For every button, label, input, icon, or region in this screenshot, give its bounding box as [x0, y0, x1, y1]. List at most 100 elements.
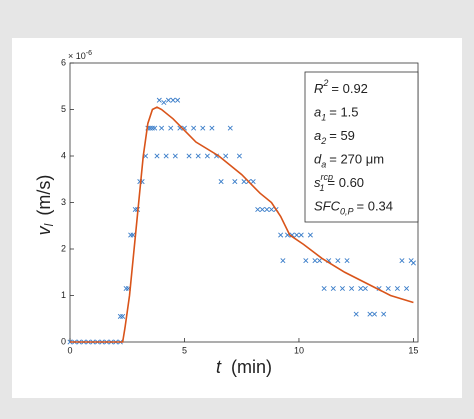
fit-line [70, 106, 414, 343]
data-point [353, 311, 359, 317]
y-tick-label: 5 [61, 104, 66, 114]
data-point [317, 258, 323, 264]
y-tick-label: 4 [61, 150, 66, 160]
annotation-text: = 59 [329, 128, 355, 143]
annotation: srcp 1 = 0.60 [314, 172, 364, 193]
data-point [223, 153, 229, 159]
data-point [367, 311, 373, 317]
data-point [149, 125, 155, 131]
annotation-text: = 0.60 [328, 175, 365, 190]
x-tick-label: 15 [408, 345, 418, 355]
y-label-sub: l [42, 223, 56, 226]
data-point [218, 179, 224, 185]
data-point [410, 260, 416, 266]
annotation-text: = 0.92 [331, 81, 368, 96]
data-point [321, 286, 327, 292]
data-point [335, 258, 341, 264]
data-point [227, 125, 233, 131]
annotation-box [304, 71, 419, 223]
y-label-unit: (m/s) [34, 175, 54, 216]
data-point [123, 286, 129, 292]
annotation-sub: 0,P [340, 207, 354, 217]
data-point [312, 258, 318, 264]
data-point [236, 153, 242, 159]
data-point [330, 286, 336, 292]
data-point [191, 125, 197, 131]
y-label-symbol: v [34, 225, 54, 235]
data-point [117, 313, 123, 319]
data-point [200, 125, 206, 131]
data-point [163, 153, 169, 159]
annotation-symbol: a [314, 105, 321, 120]
annotation-symbol: a [314, 128, 321, 143]
data-point [172, 153, 178, 159]
multiplier-exp: -6 [86, 50, 92, 57]
y-axis-label: vl (m/s) [34, 175, 56, 236]
annotation-sup: 2 [322, 78, 328, 88]
y-tick-label: 3 [61, 197, 66, 207]
data-point [278, 232, 284, 238]
data-point [264, 206, 270, 212]
annotation-symbol: d [314, 152, 322, 167]
data-point [152, 125, 158, 131]
x-label-symbol: t [216, 357, 222, 377]
data-point [186, 153, 192, 159]
data-point [195, 153, 201, 159]
multiplier-base: × 10 [68, 51, 86, 61]
data-point [255, 206, 261, 212]
y-tick-label: 1 [61, 290, 66, 300]
data-point [168, 125, 174, 131]
annotation-sub: 2 [320, 136, 326, 146]
data-point [268, 206, 274, 212]
data-point [404, 286, 410, 292]
data-point [250, 179, 256, 185]
x-axis-label: t (min) [216, 357, 272, 377]
annotation: da = 270 μm [314, 152, 384, 170]
data-point [358, 286, 364, 292]
data-point [259, 206, 265, 212]
annotation-text: = 0.34 [357, 199, 394, 214]
data-point [130, 232, 136, 238]
data-point [159, 125, 165, 131]
data-point [165, 97, 171, 103]
y-tick-label: 0 [61, 336, 66, 346]
data-point [394, 286, 400, 292]
annotation-symbol: s [314, 175, 321, 190]
data-point [147, 125, 153, 131]
x-tick-label: 5 [182, 345, 187, 355]
data-point [280, 258, 286, 264]
data-point [339, 286, 345, 292]
y-tick-label: 6 [61, 57, 66, 67]
data-point [303, 258, 309, 264]
data-point [362, 286, 368, 292]
data-point [241, 179, 247, 185]
annotation: a1 = 1.5 [314, 105, 359, 123]
data-point [204, 153, 210, 159]
data-point [399, 258, 405, 264]
data-point [128, 232, 134, 238]
annotation-sub: 1 [320, 183, 325, 193]
data-point [298, 232, 304, 238]
data-point [371, 311, 378, 317]
annotation: a2 = 59 [314, 128, 355, 146]
annotation-sub: 1 [321, 113, 326, 123]
data-point [132, 206, 138, 212]
data-point [209, 125, 215, 131]
data-point [170, 97, 176, 103]
annotation-text: = 270 μm [329, 152, 384, 167]
annotation-symbol: R [314, 81, 323, 96]
annotation-symbol: SFC [314, 199, 341, 214]
y-multiplier: × 10-6 [68, 50, 92, 62]
y-tick-label: 2 [61, 243, 66, 253]
data-point [232, 179, 238, 185]
data-point [154, 153, 160, 159]
data-point [175, 97, 181, 103]
annotation-sub: a [321, 160, 326, 170]
x-tick-label: 10 [294, 345, 304, 355]
data-point [385, 286, 391, 292]
data-point [307, 232, 313, 238]
annotation-text: = 1.5 [329, 105, 358, 120]
data-point [381, 311, 387, 317]
annotation-sup: rcp [321, 172, 334, 182]
annotation: SFC0,P = 0.34 [314, 199, 393, 217]
